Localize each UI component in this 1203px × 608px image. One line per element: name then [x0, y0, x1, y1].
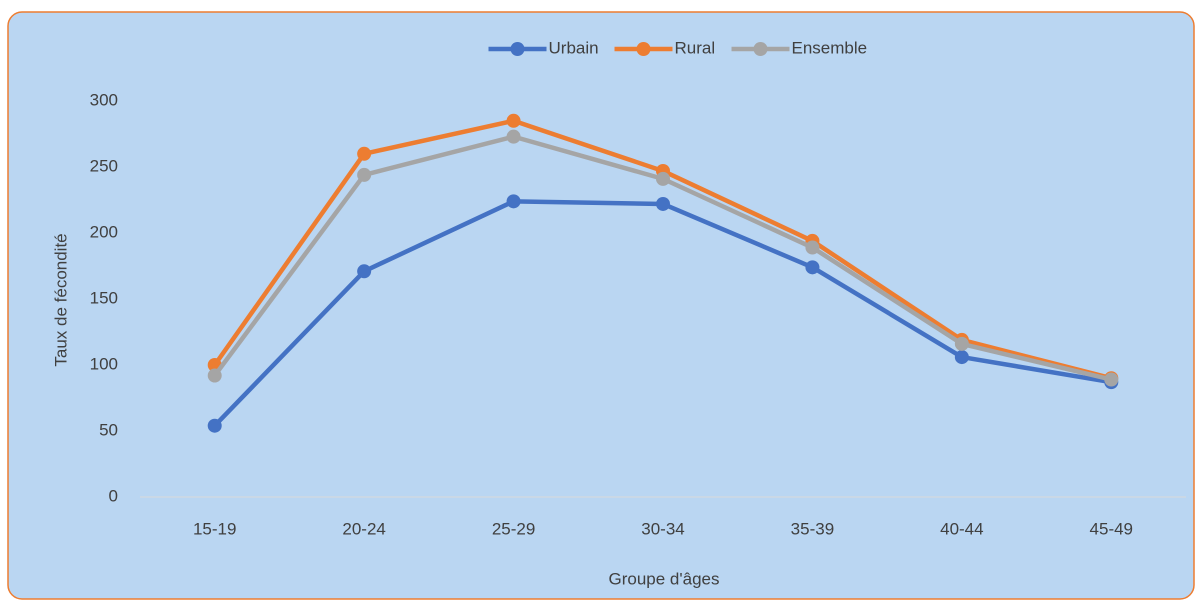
y-tick-label: 0 — [109, 486, 118, 505]
y-tick-label: 300 — [90, 90, 118, 109]
point — [954, 336, 969, 351]
legend-marker — [753, 42, 768, 56]
point — [656, 196, 670, 211]
point — [1104, 372, 1119, 387]
x-tick-label: 35-39 — [791, 519, 834, 538]
x-tick-label: 30-34 — [641, 519, 684, 538]
point — [357, 167, 372, 182]
legend-label: Ensemble — [792, 38, 868, 57]
point — [207, 368, 222, 383]
y-tick-label: 200 — [90, 222, 118, 241]
y-tick-label: 100 — [90, 354, 118, 373]
point — [805, 260, 820, 275]
legend-marker — [636, 42, 651, 56]
y-tick-label: 250 — [90, 156, 118, 175]
y-tick-label: 50 — [99, 420, 118, 439]
y-axis-label: Taux de fécondité — [51, 233, 70, 366]
x-axis-label: Groupe d'âges — [609, 569, 720, 588]
y-tick-label: 150 — [90, 288, 118, 307]
legend-label: Urbain — [549, 38, 599, 57]
point — [805, 240, 820, 255]
point — [357, 264, 372, 279]
point — [357, 146, 372, 161]
point — [954, 350, 969, 365]
x-tick-label: 20-24 — [342, 519, 385, 538]
x-tick-label: 45-49 — [1090, 519, 1133, 538]
legend-label: Rural — [675, 38, 716, 57]
point — [506, 194, 521, 209]
point — [506, 113, 521, 128]
legend-marker — [510, 42, 525, 56]
point — [506, 129, 521, 144]
x-tick-label: 40-44 — [940, 519, 983, 538]
chart-frame — [7, 11, 1195, 600]
x-tick-label: 25-29 — [492, 519, 535, 538]
point — [656, 171, 670, 186]
point — [207, 418, 222, 433]
x-tick-label: 15-19 — [193, 519, 236, 538]
